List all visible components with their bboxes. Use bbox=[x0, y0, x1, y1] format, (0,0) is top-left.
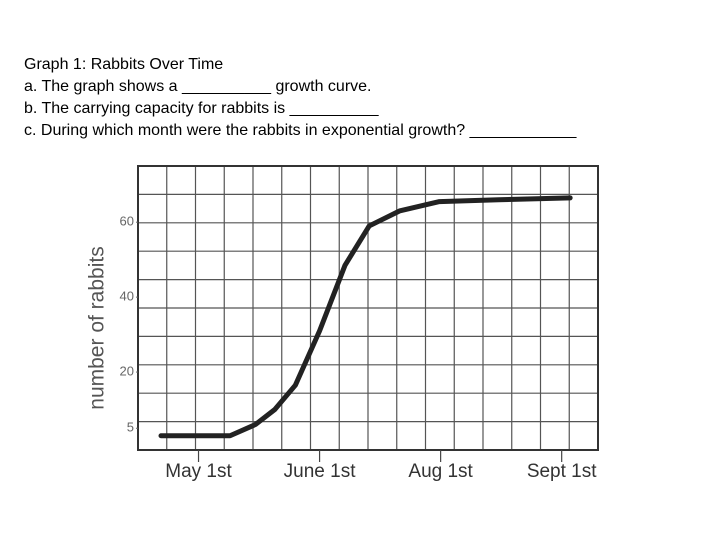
x-tick-label: Aug 1st bbox=[408, 461, 473, 482]
question: a. The graph shows a __________ growth c… bbox=[24, 78, 372, 95]
y-tick-label: 40 bbox=[120, 289, 134, 304]
heading: Graph 1: Rabbits Over Time bbox=[24, 56, 224, 73]
question: c. During which month were the rabbits i… bbox=[24, 122, 577, 139]
y-tick-label: 60 bbox=[120, 214, 134, 229]
x-tick-label: May 1st bbox=[165, 461, 232, 482]
y-tick-label: 5 bbox=[127, 420, 134, 435]
y-tick-label: 20 bbox=[120, 364, 134, 379]
x-tick-label: Sept 1st bbox=[527, 461, 597, 482]
question: b. The carrying capacity for rabbits is … bbox=[24, 100, 379, 117]
data-line bbox=[158, 195, 573, 439]
plot-frame bbox=[137, 165, 599, 451]
y-axis-label: number of rabbits bbox=[86, 246, 109, 409]
x-tick-label: June 1st bbox=[284, 461, 357, 482]
